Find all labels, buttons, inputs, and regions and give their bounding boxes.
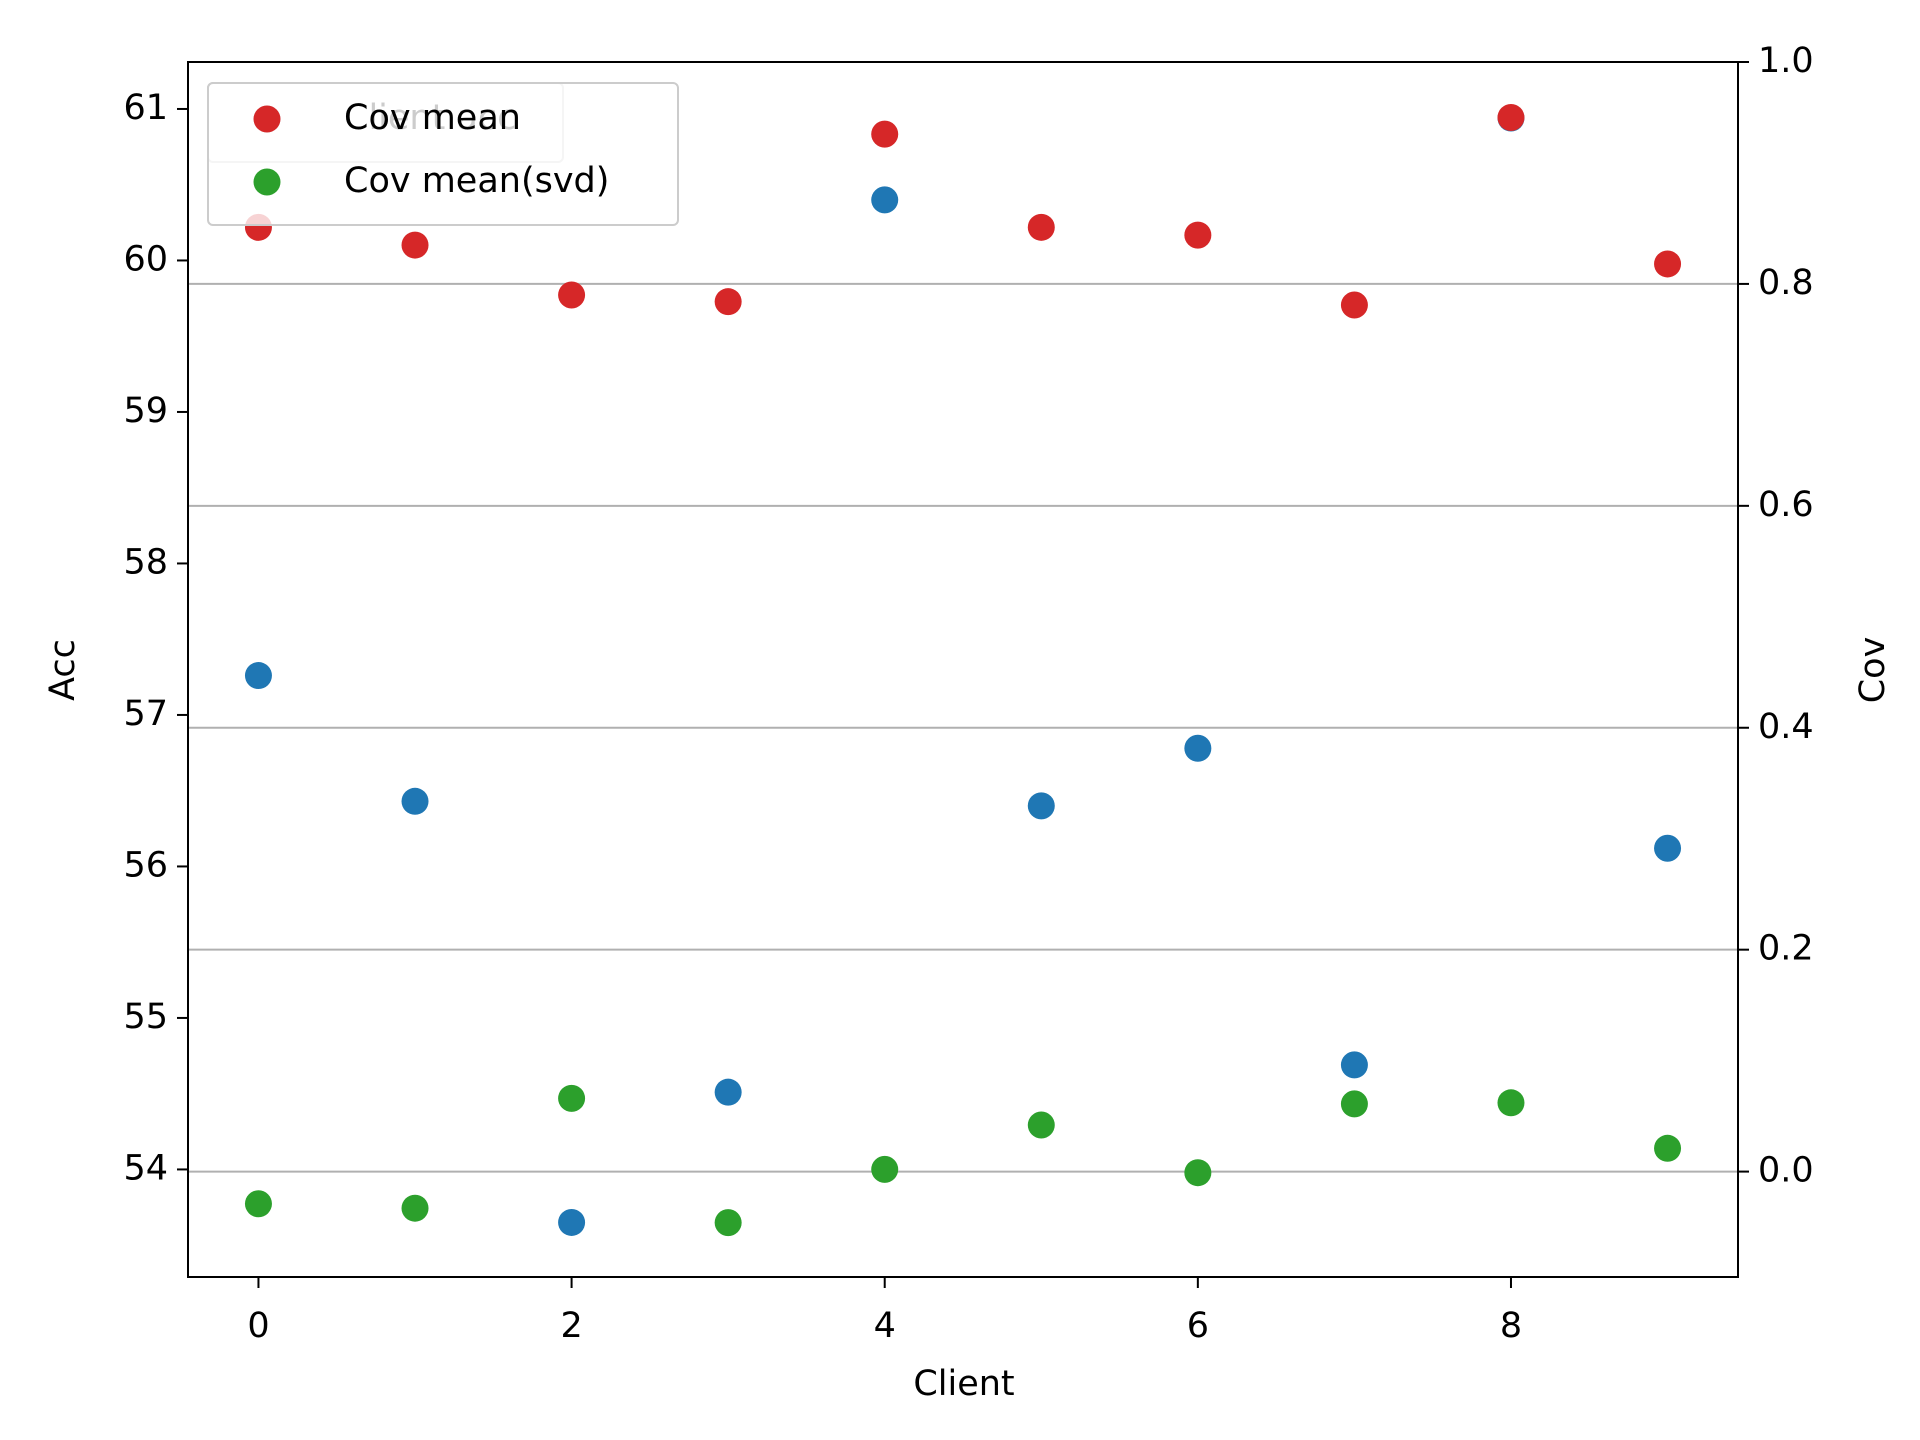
x-tick-label: 0 bbox=[247, 1306, 269, 1346]
y-tick-label: 59 bbox=[123, 391, 168, 431]
point bbox=[1184, 734, 1212, 762]
point bbox=[401, 787, 429, 815]
point bbox=[1340, 1051, 1368, 1079]
point bbox=[244, 1190, 272, 1218]
x-tick-label: 6 bbox=[1187, 1306, 1209, 1346]
point bbox=[1027, 792, 1055, 820]
point bbox=[714, 288, 742, 316]
point bbox=[1654, 834, 1682, 862]
y-tick-label: 61 bbox=[123, 88, 168, 128]
point bbox=[1184, 1159, 1212, 1187]
y2-tick-label: 0.8 bbox=[1758, 263, 1814, 303]
x-tick-label: 2 bbox=[560, 1306, 582, 1346]
point bbox=[714, 1078, 742, 1106]
point bbox=[1654, 250, 1682, 278]
point bbox=[244, 662, 272, 690]
point bbox=[1027, 213, 1055, 241]
y2-axis-label: Cov bbox=[1853, 637, 1893, 704]
point bbox=[558, 281, 586, 309]
point bbox=[1027, 1111, 1055, 1139]
point bbox=[1654, 1134, 1682, 1162]
y-tick-label: 54 bbox=[123, 1148, 168, 1188]
y2-tick-label: 1.0 bbox=[1758, 41, 1814, 81]
point bbox=[401, 231, 429, 259]
point bbox=[871, 186, 899, 214]
legend-marker bbox=[253, 168, 281, 196]
point bbox=[871, 120, 899, 148]
x-tick-label: 8 bbox=[1500, 1306, 1522, 1346]
y-tick-label: 60 bbox=[123, 239, 168, 279]
point bbox=[401, 1194, 429, 1222]
point bbox=[871, 1155, 899, 1183]
y-tick-label: 55 bbox=[123, 997, 168, 1037]
point bbox=[1184, 221, 1212, 249]
point bbox=[1340, 1090, 1368, 1118]
y2-tick-label: 0.4 bbox=[1758, 707, 1814, 747]
y2-tick-label: 0.0 bbox=[1758, 1151, 1814, 1191]
y2-tick-label: 0.2 bbox=[1758, 929, 1814, 969]
legend-box bbox=[207, 82, 679, 226]
point bbox=[1497, 1089, 1525, 1117]
legend-label: Cov mean bbox=[344, 98, 521, 138]
point bbox=[1497, 103, 1525, 131]
point bbox=[558, 1084, 586, 1112]
y-tick-label: 56 bbox=[123, 845, 168, 885]
y-tick-label: 57 bbox=[123, 694, 168, 734]
x-axis-label: Client bbox=[913, 1364, 1014, 1404]
legend-label: Cov mean(svd) bbox=[344, 161, 609, 201]
plot-frame bbox=[187, 61, 1739, 1278]
x-tick-label: 4 bbox=[874, 1306, 896, 1346]
point bbox=[714, 1209, 742, 1237]
legend-marker bbox=[253, 105, 281, 133]
y-axis-label: Acc bbox=[43, 639, 83, 701]
y-tick-label: 58 bbox=[123, 542, 168, 582]
point bbox=[1340, 291, 1368, 319]
point bbox=[558, 1208, 586, 1236]
y2-tick-label: 0.6 bbox=[1758, 485, 1814, 525]
